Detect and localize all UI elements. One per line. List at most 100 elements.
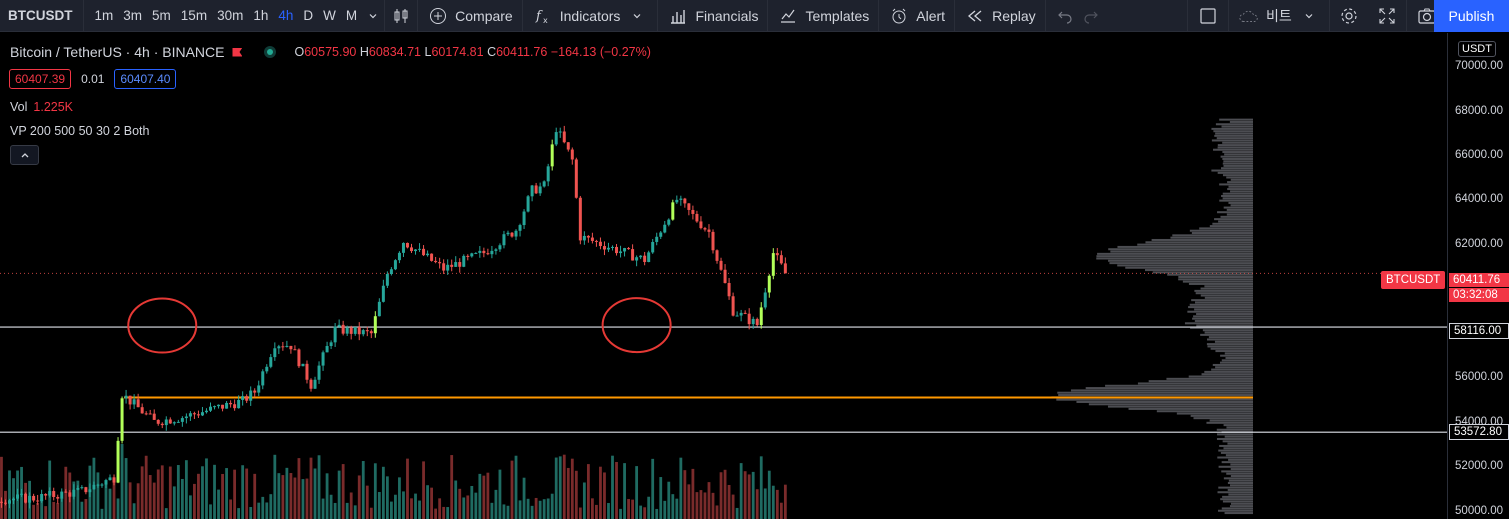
volume-bar [176, 465, 180, 519]
candle-body [52, 491, 56, 497]
chart-pane[interactable] [0, 33, 1447, 519]
volume-profile-bar [1201, 373, 1253, 376]
interval-1h[interactable]: 1h [253, 8, 269, 23]
candle-body [627, 248, 631, 250]
candle-body [510, 232, 514, 237]
undo-icon[interactable] [1054, 5, 1076, 27]
chevron-down-icon[interactable] [362, 5, 384, 27]
collapse-legend-button[interactable] [10, 145, 39, 165]
price-chart-canvas[interactable] [0, 33, 1447, 519]
candle-body [735, 315, 739, 317]
bar-chart-icon [667, 5, 689, 27]
volume-value: 1.225K [33, 100, 74, 114]
volume-bar [582, 482, 586, 519]
interval-m[interactable]: M [345, 8, 358, 23]
market-status-icon[interactable] [264, 46, 277, 58]
volume-profile-bar [1219, 199, 1253, 202]
volume-profile-bar [1196, 313, 1253, 316]
volume-profile-bar [1217, 491, 1253, 494]
publish-button[interactable]: Publish [1434, 0, 1509, 32]
volume-bar [570, 458, 574, 519]
volume-profile-bar [1221, 359, 1253, 362]
gear-icon[interactable] [1338, 5, 1360, 27]
volume-bar [333, 502, 337, 519]
volume-bar [771, 485, 775, 519]
ask-price-box[interactable]: 60407.40 [114, 69, 177, 89]
financials-button[interactable]: Financials [658, 0, 767, 32]
svg-text:f: f [535, 9, 543, 24]
flag-icon[interactable] [232, 47, 243, 57]
candle-body [305, 363, 309, 380]
layout-menu-button[interactable]: 비트 [1229, 0, 1329, 32]
candle-body [365, 330, 369, 332]
interval-30m[interactable]: 30m [217, 8, 244, 23]
interval-1m[interactable]: 1m [94, 8, 114, 23]
volume-profile-bar [1109, 262, 1253, 265]
currency-label[interactable]: USDT [1458, 41, 1496, 57]
volume-profile-bar [1219, 118, 1253, 121]
compare-button[interactable]: Compare [418, 0, 522, 32]
volume-profile-bar [1188, 306, 1253, 309]
volume-bar [655, 508, 659, 519]
chevron-down-icon[interactable] [1298, 5, 1320, 27]
candles-chart-type-icon[interactable] [390, 5, 412, 27]
interval-d[interactable]: D [303, 8, 314, 23]
volume-bar [623, 463, 626, 519]
interval-3m[interactable]: 3m [123, 8, 143, 23]
volume-profile-legend[interactable]: VP 200 500 50 30 2 Both [10, 124, 150, 138]
volume-profile-bar [1170, 236, 1253, 239]
volume-profile-bar [1222, 174, 1253, 177]
select-layout-icon[interactable] [1197, 5, 1219, 27]
volume-bar [201, 466, 204, 519]
volume-profile-bar [1128, 407, 1253, 410]
volume-profile-bar [1221, 507, 1253, 510]
candle-body [84, 487, 88, 493]
templates-button[interactable]: Templates [768, 0, 878, 32]
interval-4h[interactable]: 4h [278, 8, 294, 23]
interval-15m[interactable]: 15m [180, 8, 208, 23]
interval-5m[interactable]: 5m [152, 8, 171, 23]
volume-bar [695, 492, 699, 519]
volume-bar [450, 455, 454, 519]
candle-body [659, 232, 663, 237]
candle-body [775, 253, 779, 256]
candle-body [8, 500, 11, 504]
bid-price-box[interactable]: 60407.39 [9, 69, 72, 89]
volume-profile-bar [1211, 139, 1253, 142]
chevron-down-icon[interactable] [626, 5, 648, 27]
volume-bar [301, 479, 305, 519]
symbol-search-button[interactable]: BTCUSDT [8, 8, 73, 23]
series-title[interactable]: Bitcoin / TetherUS · 4h · BINANCE [10, 44, 225, 60]
fullscreen-icon[interactable] [1376, 5, 1398, 27]
candle-body [747, 313, 751, 325]
volume-profile-bar [1125, 266, 1253, 269]
volume-profile-bar [1226, 208, 1253, 211]
price-axis[interactable]: USDT 70000.00 68000.00 66000.00 64000.00… [1447, 33, 1509, 519]
replay-button[interactable]: Replay [955, 0, 1045, 32]
volume-profile-bar [1210, 347, 1253, 350]
redo-icon[interactable] [1080, 5, 1102, 27]
candle-body [128, 395, 132, 405]
replay-label: Replay [992, 7, 1036, 24]
candle-body [265, 366, 269, 372]
candle-body [24, 493, 28, 503]
volume-bar [591, 498, 594, 519]
volume-bar [100, 508, 104, 519]
volume-profile-bar [1225, 454, 1253, 457]
candle-body [783, 263, 787, 274]
volume-bar [365, 485, 369, 519]
volume-legend[interactable]: Vol 1.225K [10, 100, 73, 114]
alert-button[interactable]: Alert [879, 0, 954, 32]
candle-body [76, 488, 80, 490]
volume-bar [32, 504, 36, 519]
candle-body [623, 248, 627, 252]
candle-body [715, 250, 719, 261]
interval-w[interactable]: W [323, 8, 336, 23]
candle-body [164, 419, 168, 426]
volume-profile-bar [1218, 465, 1253, 468]
candle-body [707, 229, 711, 232]
bar-countdown-label: 03:32:08 [1449, 288, 1509, 302]
volume-profile-bar [1194, 301, 1253, 304]
volume-profile-bar [1167, 273, 1253, 276]
